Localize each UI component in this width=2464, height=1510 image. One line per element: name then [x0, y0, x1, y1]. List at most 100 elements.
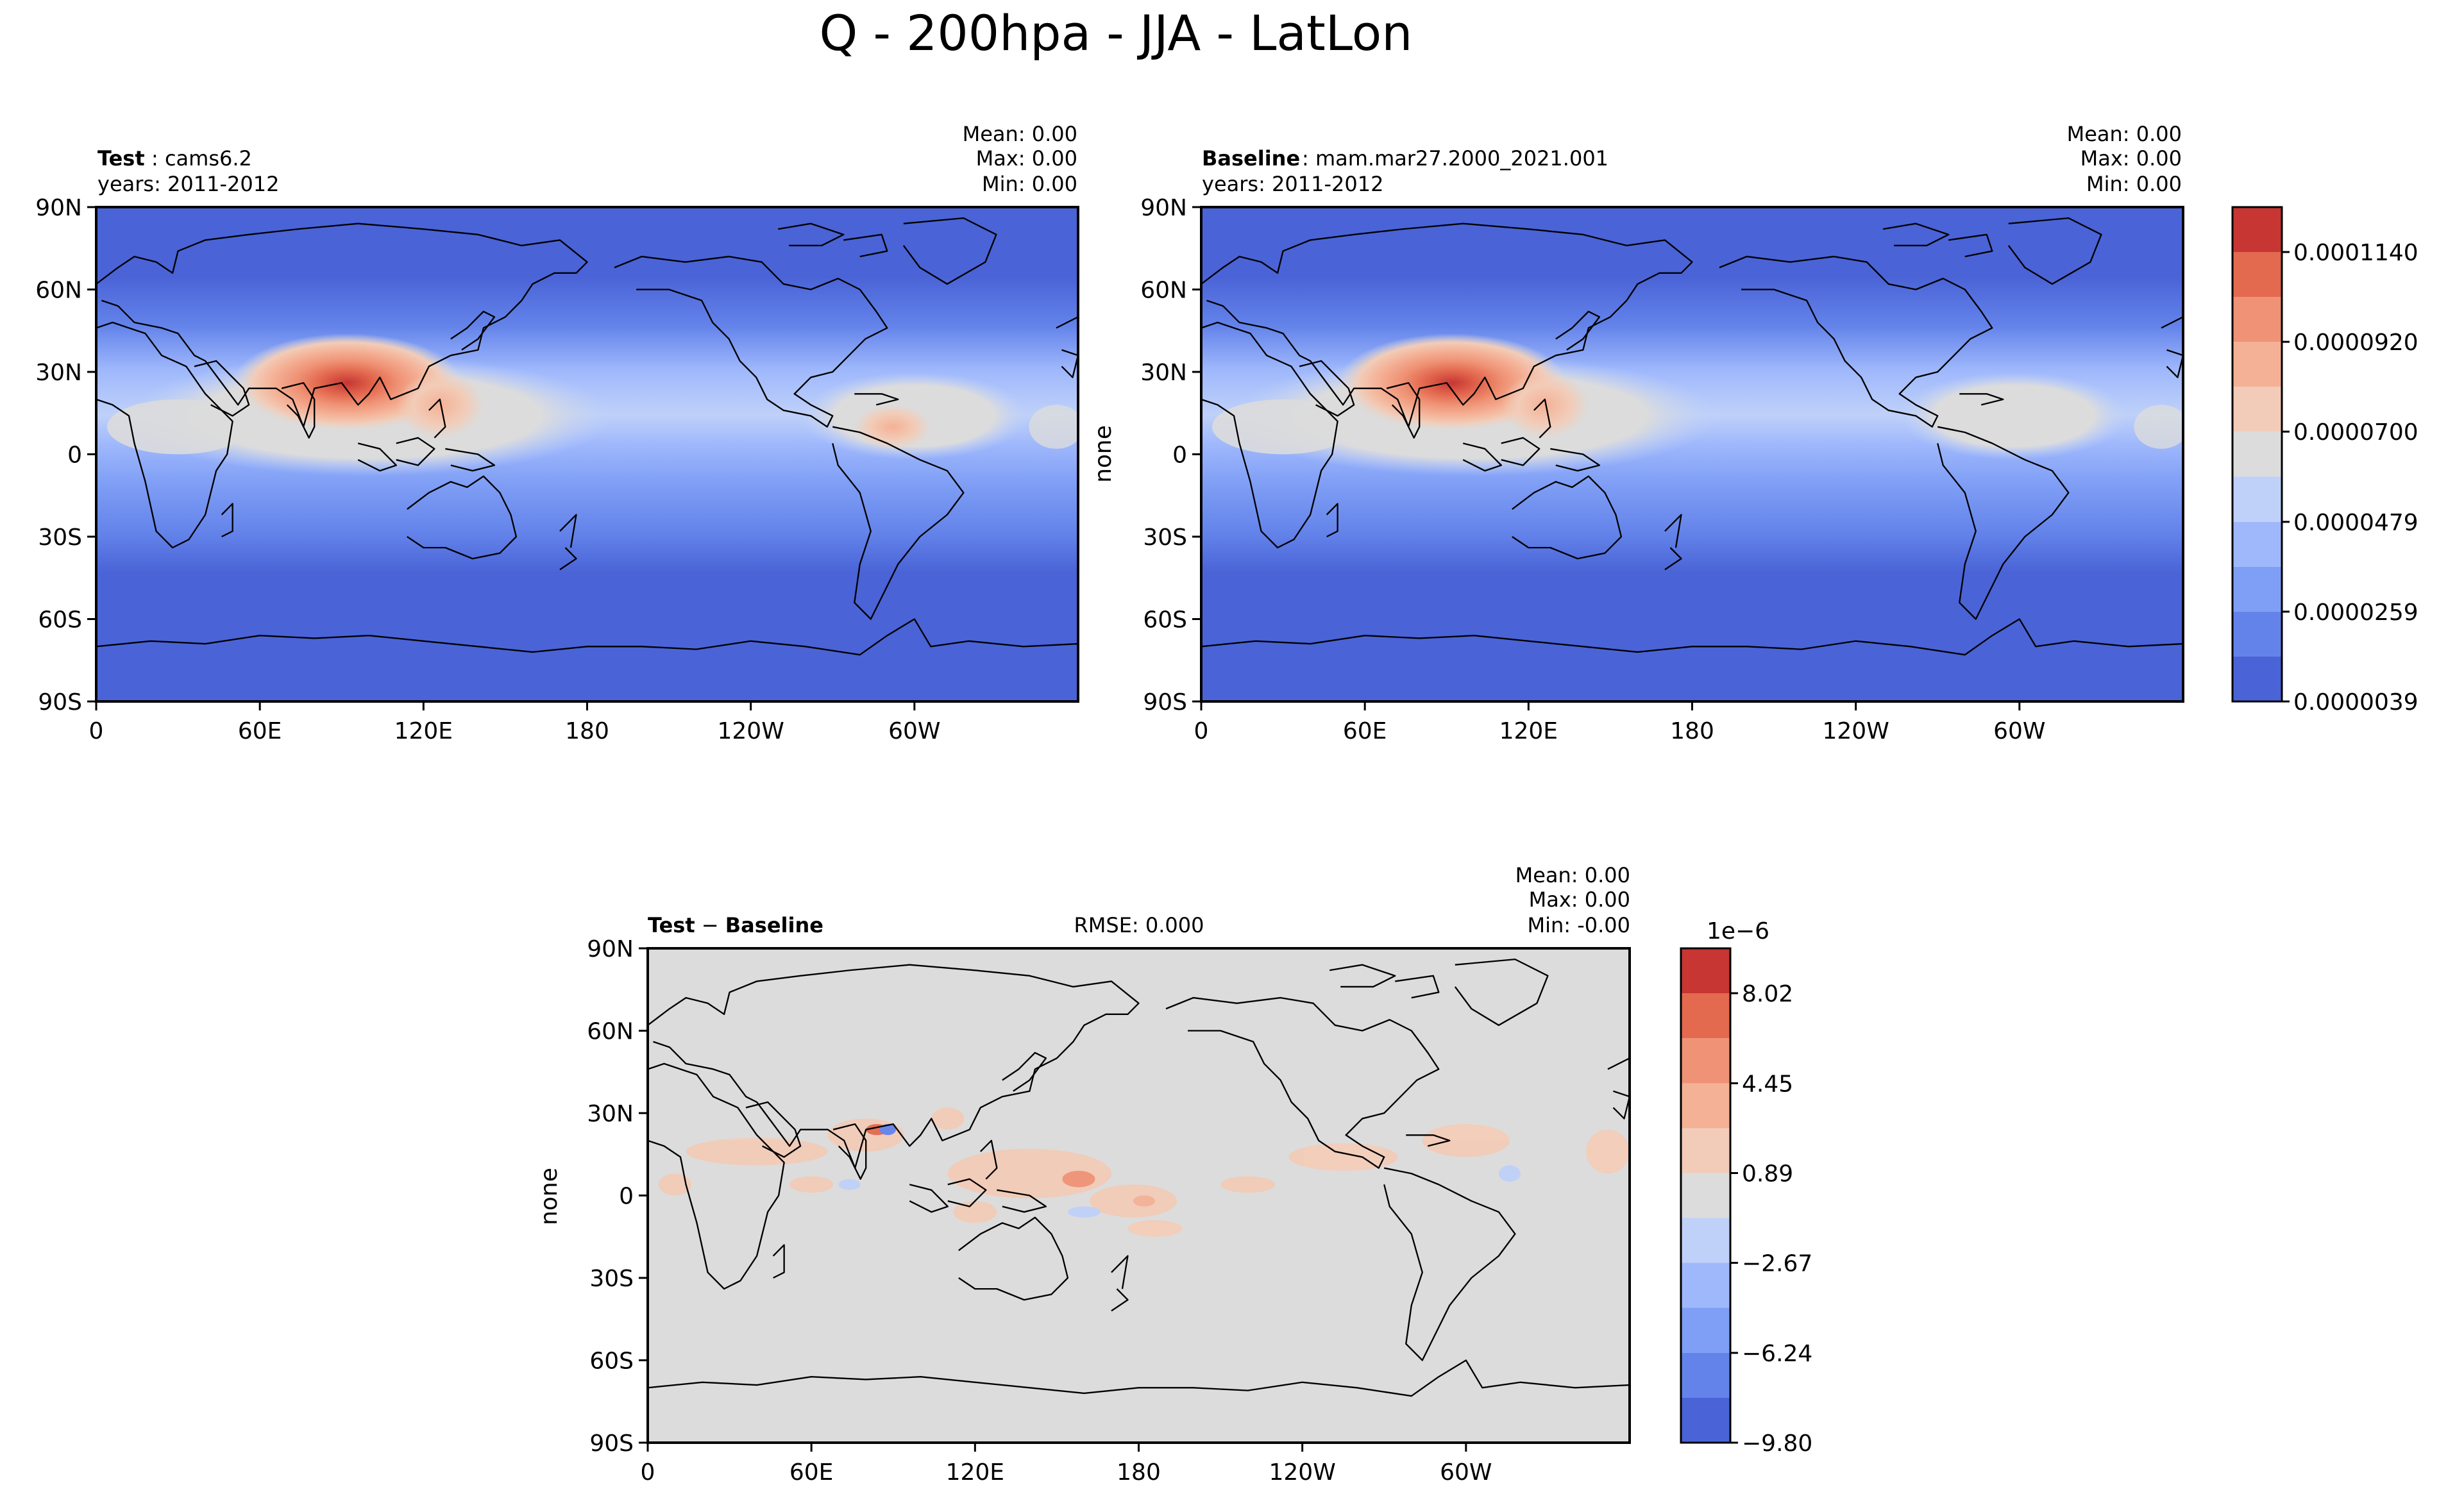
test-y-tick-label: 30N [35, 360, 82, 386]
diff-y-tick-label: 30S [589, 1266, 634, 1292]
diff-title-bold2: Baseline [725, 913, 823, 937]
diff-colorbar-segment [1681, 1038, 1730, 1084]
diff-colorbar-segment [1681, 1173, 1730, 1218]
test-stat-min: Min: 0.00 [982, 172, 1077, 196]
test-map [96, 207, 1078, 701]
baseline-stat-min: Min: 0.00 [2086, 172, 2182, 196]
diff-rmse: RMSE: 0.000 [1074, 913, 1204, 937]
baseline-axes: 0 60E 120E 180 120W 60W 90N 60N 30N 0 30S 60S 90S [1140, 195, 2045, 744]
diff-stat-max: Max: 0.00 [1529, 887, 1630, 912]
diff-x-tick-label: 120E [946, 1459, 1004, 1486]
diff-x-tick-label: 60E [789, 1459, 834, 1486]
test-x-tick-label: 60E [238, 718, 282, 744]
test-x-tick-label: 60W [888, 718, 940, 744]
top-colorbar-tick-label: 0.0000259 [2293, 600, 2418, 626]
baseline-y-tick-label: 90N [1140, 195, 1187, 221]
baseline-years: years: 2011-2012 [1202, 172, 1383, 196]
test-y-tick-label: 90N [35, 195, 82, 221]
test-title-bold: Test [97, 146, 145, 171]
diff-colorbar-tick-label: −9.80 [1742, 1430, 1812, 1457]
test-x-tick-label: 0 [89, 718, 104, 744]
diff-y-tick-label: 60S [589, 1348, 634, 1375]
diff-y-tick-label: 90N [587, 936, 634, 962]
diff-x-tick-label: 60W [1440, 1459, 1492, 1486]
diff-colorbar-segment [1681, 1083, 1730, 1128]
baseline-y-tick-label: 60S [1143, 607, 1187, 633]
top-colorbar: 0.0000039 0.0000259 0.0000479 0.0000700 0.00… [2231, 206, 2418, 716]
diff-colorbar-segment [1681, 1352, 1730, 1398]
diff-y-tick-label: 90S [589, 1430, 634, 1457]
baseline-x-tick-label: 0 [1194, 718, 1209, 744]
test-y-tick-label: 60S [38, 607, 82, 633]
diff-x-tick-label: 180 [1117, 1459, 1161, 1486]
baseline-x-tick-label: 60E [1343, 718, 1387, 744]
test-stat-max: Max: 0.00 [976, 146, 1077, 171]
difference-map [648, 948, 1630, 1443]
baseline-x-tick-label: 60W [1993, 718, 2045, 744]
diff-colorbar-tick-label: −6.24 [1742, 1341, 1812, 1367]
diff-colorbar-tick-label: −2.67 [1742, 1251, 1812, 1277]
baseline-title-bold: Baseline [1202, 146, 1300, 171]
top-colorbar-segment [2232, 521, 2282, 567]
top-colorbar-segment [2232, 611, 2282, 657]
baseline-panel: Baseline : mam.mar27.2000_2021.001 years… [1090, 122, 2184, 744]
diff-stat-mean: Mean: 0.00 [1515, 863, 1630, 887]
baseline-y-tick-label: 90S [1143, 689, 1187, 716]
baseline-x-tick-label: 180 [1670, 718, 1714, 744]
top-colorbar-tick-label: 0.0000039 [2293, 689, 2418, 716]
difference-axes: 0 60E 120E 180 120W 60W 90N 60N 30N 0 30S 60S 90S [587, 936, 1492, 1486]
top-colorbar-tick-label: 0.0000920 [2293, 330, 2418, 356]
test-years: years: 2011-2012 [97, 172, 279, 196]
diff-colorbar-frame [1680, 947, 1732, 1444]
test-x-tick-label: 180 [565, 718, 609, 744]
test-title-rest: : cams6.2 [151, 146, 252, 171]
diff-title-mid: − [695, 913, 725, 937]
top-colorbar-tick-label: 0.0001140 [2293, 240, 2418, 266]
diff-stat-min: Min: -0.00 [1527, 913, 1630, 937]
diff-colorbar-segment [1681, 993, 1730, 1039]
baseline-y-tick-label: 0 [1172, 442, 1187, 469]
baseline-stat-max: Max: 0.00 [2080, 146, 2182, 171]
figure-title: Q - 200hpa - JJA - LatLon [820, 4, 1413, 62]
diff-colorbar-segment [1681, 1263, 1730, 1308]
diff-title-bold: Test [648, 913, 695, 937]
diff-colorbar-segment [1681, 1397, 1730, 1443]
top-colorbar-tick-label: 0.0000700 [2293, 419, 2418, 446]
top-colorbar-tick-label: 0.0000479 [2293, 510, 2418, 536]
top-colorbar-segment [2232, 207, 2282, 253]
test-x-tick-label: 120E [394, 718, 453, 744]
baseline-y-tick-label: 60N [1140, 278, 1187, 304]
test-y-tick-label: 0 [67, 442, 82, 469]
diff-colorbar-tick-label: 4.45 [1742, 1071, 1793, 1097]
baseline-y-tick-label: 30S [1143, 524, 1187, 551]
diff-y-tick-label: 0 [619, 1184, 634, 1210]
diff-x-tick-label: 0 [641, 1459, 655, 1486]
diff-ylabel: none [536, 1168, 562, 1225]
diff-colorbar-offset: 1e−6 [1707, 918, 1769, 944]
diff-y-tick-label: 60N [587, 1019, 634, 1045]
diff-colorbar-segment [1681, 1307, 1730, 1353]
test-panel: Test : cams6.2 years: 2011-2012 Mean: 0.… [35, 122, 1079, 744]
top-colorbar-segment [2232, 342, 2282, 387]
diff-colorbar-tick-label: 0.89 [1742, 1161, 1793, 1187]
top-colorbar-segment [2232, 476, 2282, 522]
top-colorbar-segment [2232, 387, 2282, 432]
baseline-title-rest: : mam.mar27.2000_2021.001 [1302, 146, 1608, 171]
top-colorbar-segment [2232, 656, 2282, 701]
difference-panel: Test − Baseline RMSE: 0.000 Mean: 0.00 M… [536, 863, 1631, 1486]
baseline-map [1201, 207, 2183, 701]
baseline-ylabel: none [1090, 425, 1117, 483]
test-y-tick-label: 90S [38, 689, 82, 716]
test-y-tick-label: 30S [38, 524, 82, 551]
diff-y-tick-label: 30N [587, 1101, 634, 1127]
top-colorbar-segment [2232, 566, 2282, 612]
baseline-x-tick-label: 120W [1823, 718, 1889, 744]
test-stat-mean: Mean: 0.00 [963, 122, 1077, 146]
diff-colorbar-tick-label: 8.02 [1742, 981, 1793, 1007]
top-colorbar-frame [2231, 206, 2283, 703]
test-x-tick-label: 120W [718, 718, 784, 744]
baseline-stat-mean: Mean: 0.00 [2067, 122, 2182, 146]
top-colorbar-segment [2232, 297, 2282, 342]
diff-colorbar-segment [1681, 948, 1730, 994]
test-axes: 0 60E 120E 180 120W 60W 90N 60N 30N 0 30S 60S 90S [35, 195, 940, 744]
